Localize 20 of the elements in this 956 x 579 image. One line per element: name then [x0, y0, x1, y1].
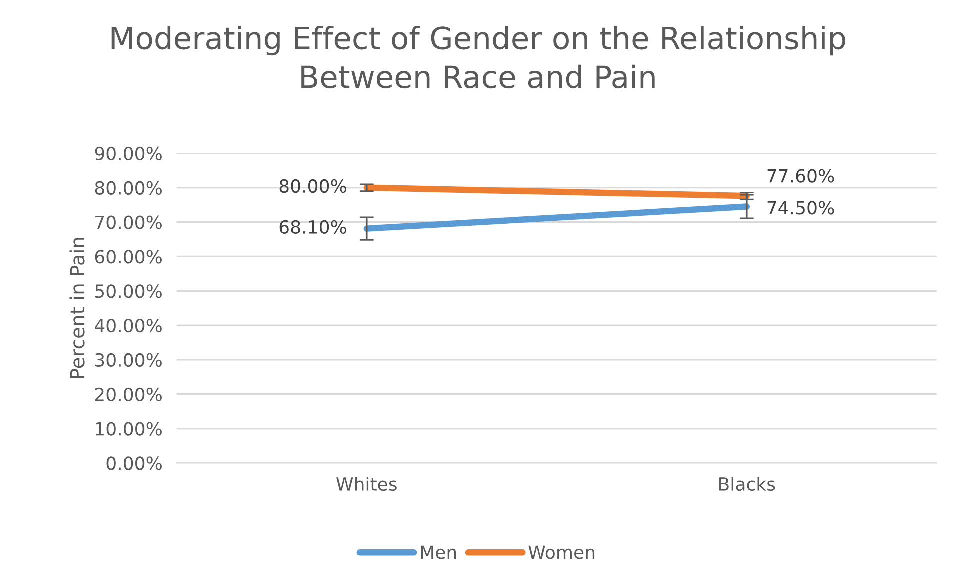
- legend-label: Men: [421, 546, 456, 560]
- x-tick-label: Whites: [336, 477, 397, 492]
- y-tick-label: 50.00%: [96, 284, 162, 298]
- y-tick-label: 10.00%: [96, 422, 162, 436]
- y-axis-title: Percent in Pain: [70, 238, 85, 378]
- y-tick-label: 70.00%: [96, 216, 162, 230]
- data-label: 74.50%: [768, 201, 834, 215]
- y-tick-label: 40.00%: [95, 318, 162, 333]
- y-tick-label: 80.00%: [95, 181, 162, 195]
- y-tick-label: 20.00%: [95, 388, 162, 402]
- y-tick-label: 90.00%: [95, 146, 162, 161]
- chart-title: Moderating Effect of Gender on the Relationship Between Race and Pain: [112, 26, 846, 89]
- data-label: 80.00%: [280, 179, 346, 194]
- y-tick-label: 60.00%: [95, 250, 162, 264]
- data-label: 68.10%: [280, 220, 346, 234]
- y-tick-label: 30.00%: [96, 353, 162, 368]
- data-label: 77.60%: [768, 169, 834, 183]
- x-tick-label: Blacks: [720, 477, 776, 492]
- y-tick-label: 0.00%: [106, 456, 162, 470]
- legend-label: Women: [528, 546, 595, 560]
